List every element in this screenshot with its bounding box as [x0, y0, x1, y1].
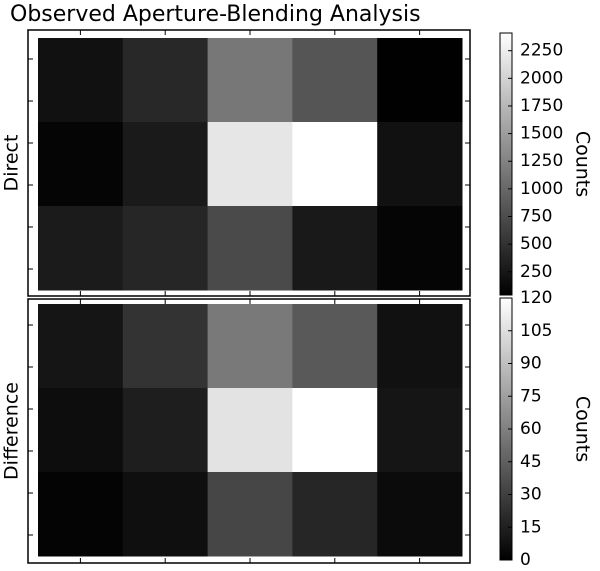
heatmap-cell — [377, 304, 463, 389]
heatmap-cell — [122, 388, 209, 473]
colorbar-tick-label: 1000 — [520, 179, 563, 199]
heatmap-cell — [38, 388, 124, 473]
heatmap-cell — [207, 304, 293, 389]
heatmap-cell — [122, 122, 209, 207]
heatmap-cell — [292, 304, 378, 389]
heatmap-cell — [122, 304, 209, 389]
colorbar-tick-label: 105 — [520, 321, 552, 341]
colorbar — [499, 32, 513, 296]
heatmap-cell — [38, 38, 124, 123]
heatmap-cell — [292, 206, 378, 291]
heatmap-cell — [38, 122, 124, 207]
heatmap-cell — [207, 122, 293, 207]
colorbar-label: Counts — [572, 131, 594, 197]
heatmap-cell — [377, 472, 463, 557]
heatmap-cell — [122, 206, 209, 291]
heatmap-cell — [292, 388, 378, 473]
colorbar-tick-label: 2250 — [520, 41, 563, 61]
colorbar-tick-label: 45 — [520, 452, 542, 472]
heatmap-cell — [377, 206, 463, 291]
heatmap-cell — [207, 206, 293, 291]
colorbar-tick-label: 15 — [520, 517, 542, 537]
heatmap-cell — [377, 122, 463, 207]
y-axis-label: Direct — [1, 135, 23, 192]
heatmap-cell — [292, 472, 378, 557]
colorbar-tick-label: 1750 — [520, 96, 563, 116]
heatmap-cell — [38, 304, 124, 389]
heatmap-cell — [292, 122, 378, 207]
heatmap-cell — [38, 206, 124, 291]
colorbar-tick-label: 30 — [520, 485, 542, 505]
heatmap-cell — [122, 472, 209, 557]
colorbar-tick-label: 750 — [520, 207, 552, 227]
heatmap-cell — [377, 388, 463, 473]
heatmap-cell — [207, 472, 293, 557]
colorbar-tick-label: 250 — [520, 262, 552, 282]
colorbar-tick-label: 75 — [520, 386, 542, 406]
heatmap-cell — [292, 38, 378, 123]
heatmap-cell — [207, 38, 293, 123]
chart-title: Observed Aperture-Blending Analysis — [10, 2, 421, 27]
colorbar-label: Counts — [572, 396, 594, 462]
colorbar-tick-label: 0 — [520, 550, 531, 570]
colorbar-tick-label: 120 — [520, 288, 552, 308]
heatmap-cell — [122, 38, 209, 123]
colorbar-tick-label: 60 — [520, 419, 542, 439]
colorbar-tick-label: 2000 — [520, 68, 563, 88]
colorbar-tick-label: 1500 — [520, 124, 563, 144]
colorbar-tick-label: 1250 — [520, 151, 563, 171]
heatmap-cell — [38, 472, 124, 557]
colorbar-tick-label: 500 — [520, 234, 552, 254]
heatmap-cell — [377, 38, 463, 123]
colorbar-tick-label: 90 — [520, 354, 542, 374]
heatmap-cell — [207, 388, 293, 473]
y-axis-label: Difference — [1, 382, 23, 480]
